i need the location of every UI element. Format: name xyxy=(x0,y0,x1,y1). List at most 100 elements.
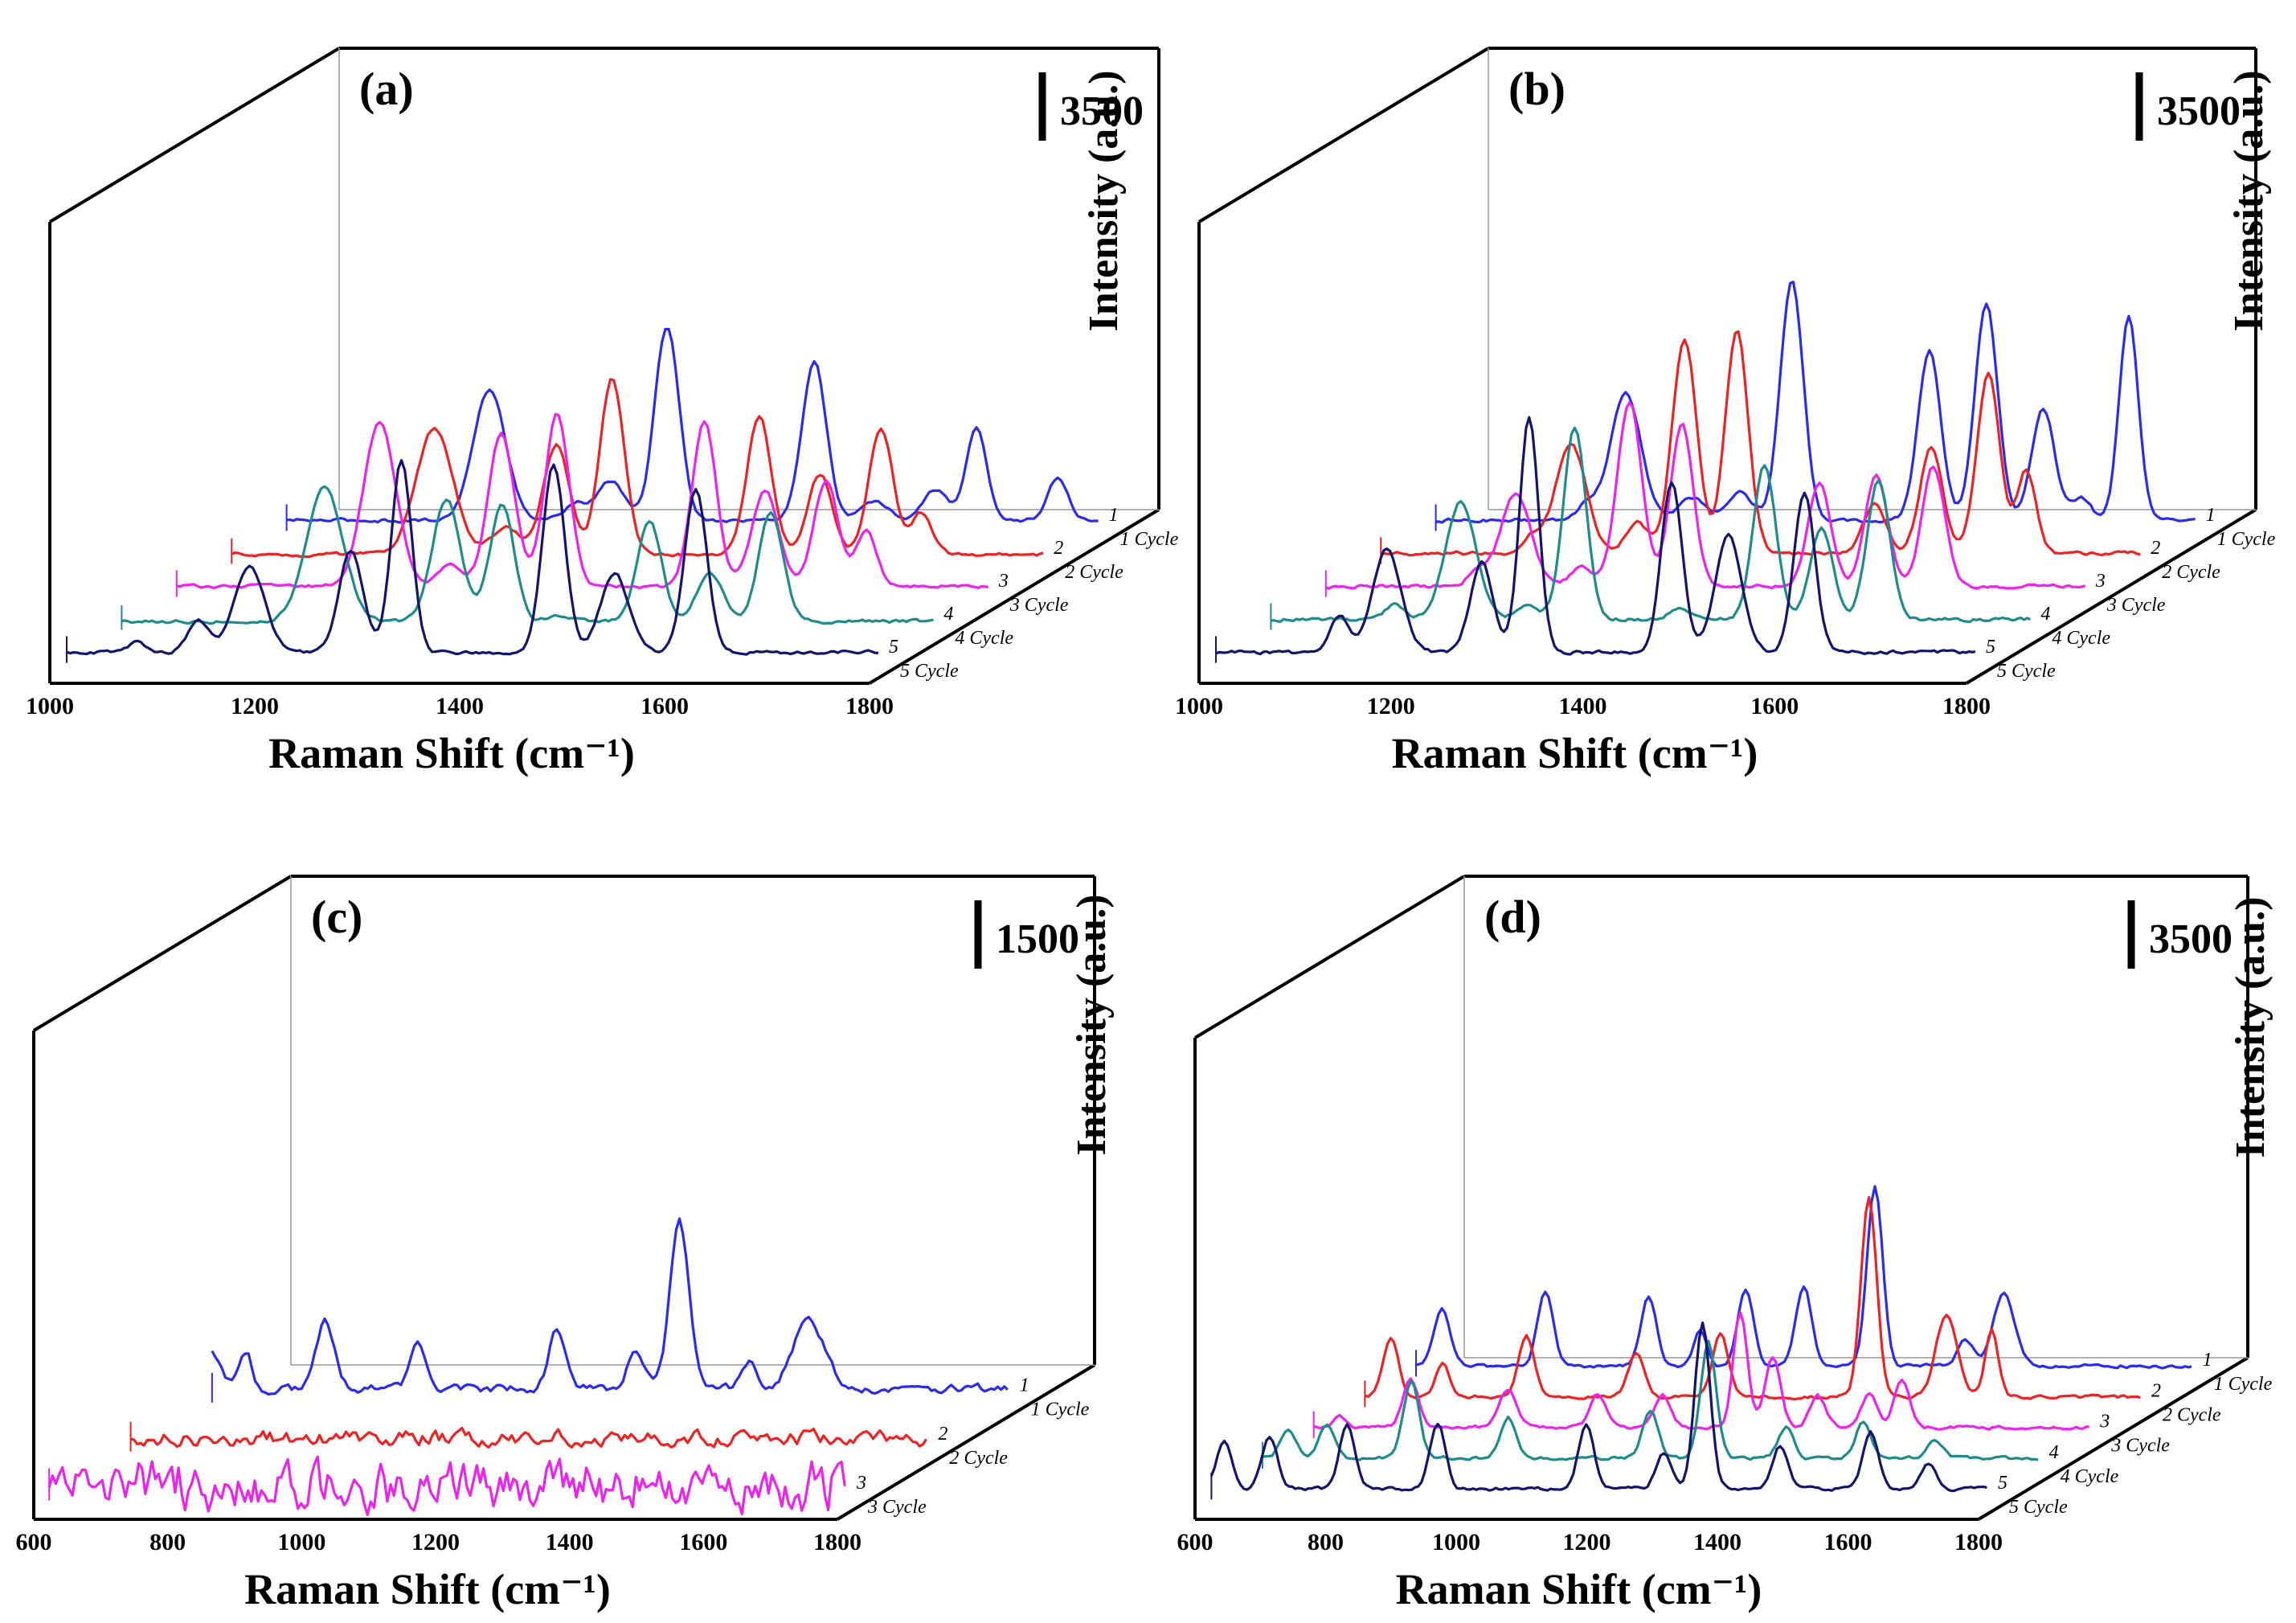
x-tick-label: 1800 xyxy=(1954,1529,2003,1555)
series-name-label: 2 Cycle xyxy=(2163,1404,2221,1425)
series-name-label: 2 Cycle xyxy=(949,1448,1008,1469)
y-axis-title: Intensity (a.u.) xyxy=(2226,70,2272,331)
series-name-label: 4 Cycle xyxy=(2061,1466,2119,1487)
axis-bottom-right-diagonal xyxy=(1977,1356,2249,1521)
series-name-label: 1 Cycle xyxy=(1031,1399,1090,1420)
series-number-label: 5 xyxy=(1998,1473,2007,1494)
series-line-2 xyxy=(130,1426,927,1449)
scale-bar-label: 3500 xyxy=(2157,88,2241,134)
series-line-3 xyxy=(1325,401,2086,590)
series-number-label: 1 xyxy=(2203,1350,2212,1371)
panel-label: (c) xyxy=(311,891,362,943)
y-axis-title: Intensity (a.u.) xyxy=(2228,896,2273,1158)
x-tick-label: 600 xyxy=(1177,1529,1213,1555)
series-line-3 xyxy=(176,412,988,590)
series-name-label: 5 Cycle xyxy=(900,661,959,682)
series-name-label: 4 Cycle xyxy=(2052,628,2110,649)
x-tick-label: 1600 xyxy=(1824,1529,1872,1555)
x-tick-label: 1200 xyxy=(411,1529,460,1555)
series-line-5 xyxy=(66,459,879,656)
series-name-label: 5 Cycle xyxy=(2009,1497,2068,1518)
axis-bottom-right-diagonal xyxy=(836,1363,1096,1521)
scale-bar-label: 3500 xyxy=(1060,88,1144,134)
series-number-label: 5 xyxy=(1986,637,1995,658)
series-number-label: 3 xyxy=(2099,1412,2110,1432)
x-tick-label: 1800 xyxy=(813,1529,862,1555)
series-name-label: 5 Cycle xyxy=(1997,661,2056,682)
y-axis-title: Intensity (a.u.) xyxy=(1081,70,1127,331)
series-number-label: 4 xyxy=(2040,604,2050,625)
series-number-label: 4 xyxy=(943,604,953,625)
x-tick-label: 1200 xyxy=(231,693,279,719)
series-line-5 xyxy=(1215,416,1976,656)
axis-top-left-diagonal xyxy=(32,875,293,1032)
x-tick-label: 1000 xyxy=(1432,1529,1480,1555)
series-line-1 xyxy=(1415,1185,2192,1370)
x-tick-label: 1000 xyxy=(1175,693,1223,719)
series-name-label: 3 Cycle xyxy=(867,1497,927,1518)
x-tick-label: 1800 xyxy=(1942,693,1991,719)
series-name-label: 4 Cycle xyxy=(955,628,1013,649)
series-group xyxy=(47,1217,1009,1516)
series-group xyxy=(66,327,1099,663)
x-tick-label: 1400 xyxy=(1693,1529,1741,1555)
series-name-label: 3 Cycle xyxy=(2110,1436,2170,1457)
x-tick-label: 1400 xyxy=(436,693,484,719)
series-line-3 xyxy=(47,1455,846,1516)
x-axis-title: Raman Shift (cm⁻¹) xyxy=(268,729,635,777)
series-number-label: 2 xyxy=(2151,1380,2161,1401)
axis-top-left-diagonal xyxy=(48,47,341,223)
x-tick-label: 1200 xyxy=(1563,1529,1611,1555)
series-name-label: 2 Cycle xyxy=(1065,562,1123,583)
x-tick-label: 800 xyxy=(149,1529,186,1555)
series-line-4 xyxy=(1271,426,2031,623)
axis-top-left-diagonal xyxy=(1197,47,1490,223)
series-number-label: 3 xyxy=(856,1473,866,1494)
series-line-4 xyxy=(1262,1339,2039,1461)
series-number-label: 4 xyxy=(2049,1442,2059,1463)
x-tick-label: 1600 xyxy=(1750,693,1799,719)
x-tick-label: 1200 xyxy=(1367,693,1415,719)
series-line-3 xyxy=(1313,1310,2089,1431)
panel-label: (b) xyxy=(1508,63,1565,115)
x-axis-title: Raman Shift (cm⁻¹) xyxy=(244,1565,611,1613)
series-name-label: 1 Cycle xyxy=(1120,529,1179,550)
axis-bottom-right-diagonal xyxy=(1965,508,2257,685)
x-tick-label: 1600 xyxy=(641,693,689,719)
series-group xyxy=(1209,1185,2192,1500)
series-line-1 xyxy=(211,1217,1009,1396)
series-number-label: 3 xyxy=(2095,571,2106,592)
x-tick-label: 1000 xyxy=(26,693,74,719)
series-group xyxy=(1215,281,2196,663)
x-axis-title: Raman Shift (cm⁻¹) xyxy=(1396,1565,1762,1613)
axis-bottom-right-diagonal xyxy=(868,508,1160,685)
axis-top-left-diagonal xyxy=(1193,875,1466,1039)
scale-bar-label: 3500 xyxy=(2149,916,2233,962)
x-tick-label: 1400 xyxy=(1559,693,1607,719)
x-tick-label: 1800 xyxy=(845,693,894,719)
x-tick-label: 600 xyxy=(16,1529,52,1555)
scale-bar-label: 1500 xyxy=(996,916,1079,962)
series-line-2 xyxy=(1380,330,2141,557)
series-number-label: 1 xyxy=(1020,1375,1029,1396)
series-name-label: 1 Cycle xyxy=(2214,1374,2273,1395)
series-number-label: 5 xyxy=(889,637,898,658)
series-name-label: 3 Cycle xyxy=(1009,595,1069,616)
series-name-label: 3 Cycle xyxy=(2106,595,2166,616)
x-tick-label: 1600 xyxy=(679,1529,727,1555)
panel-label: (d) xyxy=(1484,891,1541,943)
series-line-5 xyxy=(1209,1321,1987,1493)
x-tick-label: 1400 xyxy=(546,1529,594,1555)
series-line-4 xyxy=(121,485,934,625)
series-number-label: 3 xyxy=(998,571,1009,592)
x-tick-label: 800 xyxy=(1308,1529,1344,1555)
x-axis-title: Raman Shift (cm⁻¹) xyxy=(1392,729,1758,777)
y-axis-title: Intensity (a.u.) xyxy=(1069,894,1115,1155)
series-number-label: 2 xyxy=(2151,538,2160,559)
series-line-2 xyxy=(1364,1195,2141,1401)
